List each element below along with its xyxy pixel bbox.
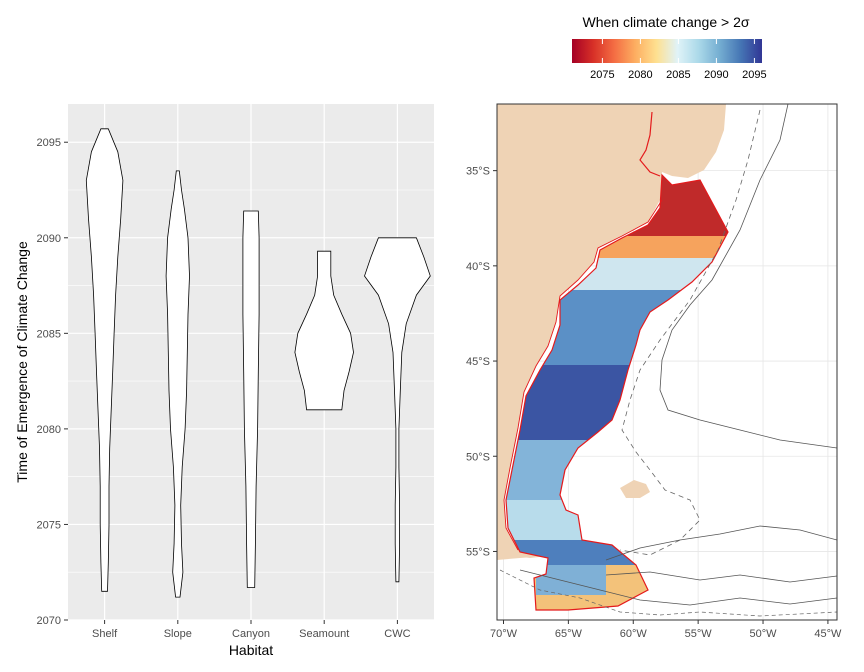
map-x-tick-label: 50°W bbox=[750, 628, 778, 640]
violin-shelf bbox=[85, 128, 124, 592]
violin-x-axis-title: Habitat bbox=[229, 642, 273, 658]
map-y-tick-label: 40°S bbox=[466, 261, 490, 273]
map-x-tick-label: 65°W bbox=[555, 628, 583, 640]
map-x-axis-ticks: 70°W 65°W 60°W 55°W 50°W 45°W bbox=[490, 620, 842, 640]
violin-canyon bbox=[242, 210, 260, 588]
y-tick-label: 2080 bbox=[37, 424, 61, 436]
violin-seamount bbox=[294, 250, 354, 411]
bathymetry-contour-solid bbox=[659, 104, 837, 449]
colorbar-legend: When climate change > 2σ 2075 2080 2085 209… bbox=[572, 14, 767, 81]
violin-cwc bbox=[364, 237, 431, 583]
colorbar-tick-label: 2085 bbox=[666, 69, 690, 81]
colorbar-tick-label: 2090 bbox=[704, 69, 728, 81]
x-tick-label: Shelf bbox=[92, 628, 118, 640]
violin-slope bbox=[165, 170, 190, 598]
colorbar-tick-label: 2075 bbox=[590, 69, 614, 81]
map-y-tick-label: 35°S bbox=[466, 166, 490, 178]
violin-y-axis-title: Time of Emergence of Climate Change bbox=[14, 241, 30, 483]
violin-x-axis-ticks: Shelf Slope Canyon Seamount CWC bbox=[92, 620, 411, 640]
map-y-axis-ticks: 35°S 40°S 45°S 50°S 55°S bbox=[466, 166, 497, 558]
bathymetry-contour-dashed bbox=[619, 109, 761, 556]
map-x-tick-label: 70°W bbox=[490, 628, 518, 640]
bathymetry-contour-south bbox=[519, 525, 837, 606]
map-frame bbox=[496, 103, 838, 621]
colorbar-title: When climate change > 2σ bbox=[582, 14, 749, 30]
river-line bbox=[639, 111, 661, 177]
x-tick-label: Slope bbox=[164, 628, 192, 640]
colorbar bbox=[572, 39, 762, 63]
y-tick-label: 2070 bbox=[37, 615, 61, 627]
x-tick-label: CWC bbox=[384, 628, 410, 640]
y-tick-label: 2090 bbox=[37, 233, 61, 245]
violin-shapes bbox=[85, 128, 431, 598]
land-south-america bbox=[497, 104, 726, 560]
colorbar-tick-label: 2095 bbox=[742, 69, 766, 81]
y-tick-label: 2095 bbox=[37, 137, 61, 149]
colorbar-ticks: 2075 2080 2085 2090 2095 bbox=[590, 39, 767, 81]
y-tick-label: 2085 bbox=[37, 328, 61, 340]
violin-plot-panel: 2070 2075 2080 2085 2090 2095 Shelf Slope Canyo… bbox=[14, 104, 434, 658]
map-y-tick-label: 45°S bbox=[466, 356, 490, 368]
colorbar-tick-label: 2080 bbox=[628, 69, 652, 81]
toe-band-far-south-blue bbox=[536, 565, 606, 595]
map-y-tick-label: 50°S bbox=[466, 451, 490, 463]
x-tick-label: Canyon bbox=[232, 628, 270, 640]
map-x-tick-label: 55°W bbox=[685, 628, 713, 640]
map-y-tick-label: 55°S bbox=[466, 546, 490, 558]
bathymetry-contour-dashed-south bbox=[499, 569, 837, 617]
coastline bbox=[503, 199, 663, 551]
map-x-tick-label: 45°W bbox=[814, 628, 842, 640]
y-tick-label: 2075 bbox=[37, 519, 61, 531]
map-x-tick-label: 60°W bbox=[620, 628, 648, 640]
land-falkland-islands bbox=[620, 480, 650, 498]
map-panel: When climate change > 2σ 2075 2080 2085 209… bbox=[466, 14, 842, 640]
violin-y-axis-ticks: 2070 2075 2080 2085 2090 2095 bbox=[37, 137, 68, 627]
x-tick-label: Seamount bbox=[299, 628, 349, 640]
